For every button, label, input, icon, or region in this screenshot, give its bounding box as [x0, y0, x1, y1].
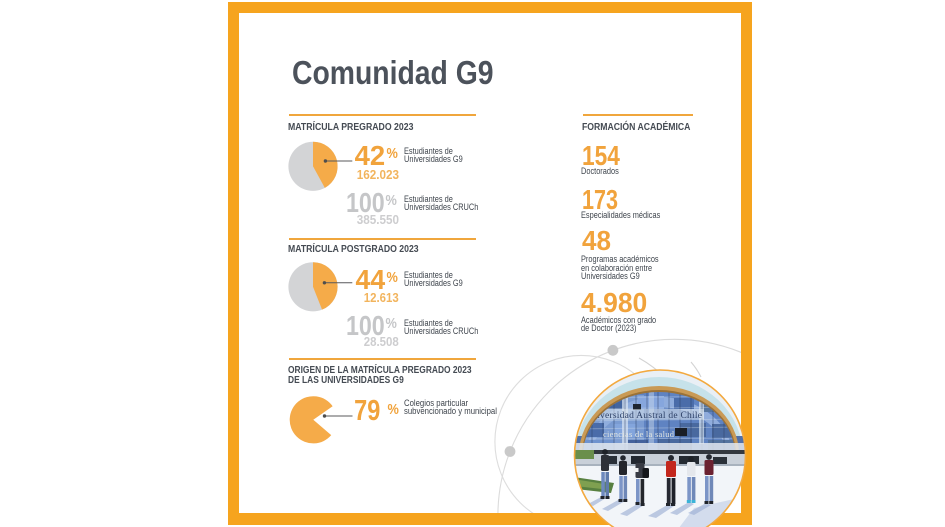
svg-text:Universidad Austral de Chile: Universidad Austral de Chile: [585, 411, 702, 421]
svg-text:ciencias de la salud: ciencias de la salud: [603, 429, 675, 439]
